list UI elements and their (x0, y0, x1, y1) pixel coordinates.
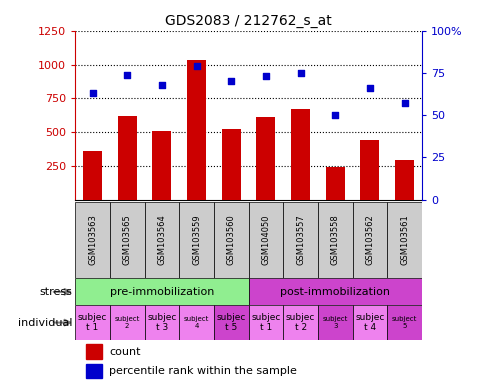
Point (331, 112, 338, 118)
Text: GSM103561: GSM103561 (399, 215, 408, 265)
Bar (109, 305, 144, 340)
Bar (283, 202, 318, 278)
Text: subjec
t 2: subjec t 2 (285, 313, 315, 332)
Bar (179, 305, 213, 340)
Bar (290, 109, 309, 200)
Text: individual: individual (18, 318, 73, 328)
Text: subject
5: subject 5 (391, 316, 416, 329)
Text: GSM103562: GSM103562 (364, 215, 374, 265)
Point (192, 63, 200, 69)
Point (89, 90, 96, 96)
Text: subjec
t 3: subjec t 3 (147, 313, 176, 332)
Bar (118, 116, 136, 200)
Bar (248, 305, 283, 340)
Bar (283, 305, 318, 340)
Text: GSM103564: GSM103564 (157, 215, 166, 265)
Title: GDS2083 / 212762_s_at: GDS2083 / 212762_s_at (165, 14, 331, 28)
Text: post-immobilization: post-immobilization (280, 287, 390, 297)
Bar (256, 117, 275, 200)
Bar (386, 202, 421, 278)
Point (261, 73, 269, 79)
Bar (187, 60, 206, 200)
Point (365, 85, 373, 91)
Text: subjec
t 1: subjec t 1 (251, 313, 280, 332)
Bar (85, 364, 102, 378)
Text: GSM103559: GSM103559 (192, 215, 201, 265)
Text: subject
2: subject 2 (114, 316, 139, 329)
Text: subjec
t 1: subjec t 1 (77, 313, 107, 332)
Text: GSM103565: GSM103565 (122, 215, 132, 265)
Bar (85, 344, 102, 359)
Point (296, 70, 304, 76)
Bar (221, 129, 240, 200)
Bar (75, 305, 109, 340)
Point (227, 78, 235, 84)
Bar (325, 167, 344, 200)
Bar (144, 305, 179, 340)
Bar (179, 202, 213, 278)
Bar (152, 131, 171, 200)
Bar (394, 160, 413, 200)
Bar (75, 202, 109, 278)
Bar (352, 202, 386, 278)
Text: GSM103563: GSM103563 (88, 215, 97, 265)
Text: subjec
t 4: subjec t 4 (354, 313, 384, 332)
Bar (109, 202, 144, 278)
Point (158, 82, 166, 88)
Bar (248, 202, 283, 278)
Bar (386, 305, 421, 340)
Text: subjec
t 5: subjec t 5 (216, 313, 245, 332)
Text: percentile rank within the sample: percentile rank within the sample (109, 366, 296, 376)
Text: GSM103557: GSM103557 (295, 215, 304, 265)
Text: GSM103560: GSM103560 (226, 215, 235, 265)
Text: GSM103558: GSM103558 (330, 215, 339, 265)
Bar (360, 140, 378, 200)
Bar (318, 305, 352, 340)
Text: subject
3: subject 3 (322, 316, 347, 329)
Bar (318, 202, 352, 278)
Bar (75, 278, 248, 305)
Text: pre-immobilization: pre-immobilization (109, 287, 213, 297)
Text: count: count (109, 347, 140, 357)
Bar (213, 305, 248, 340)
Text: stress: stress (40, 287, 73, 297)
Bar (144, 202, 179, 278)
Point (400, 100, 408, 106)
Bar (248, 278, 421, 305)
Point (123, 71, 131, 78)
Text: subject
4: subject 4 (183, 316, 209, 329)
Text: GSM104050: GSM104050 (261, 215, 270, 265)
Bar (213, 202, 248, 278)
Bar (83, 151, 102, 200)
Bar (352, 305, 386, 340)
